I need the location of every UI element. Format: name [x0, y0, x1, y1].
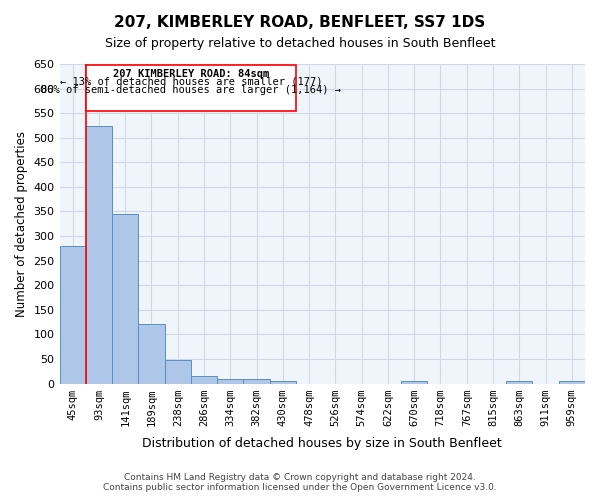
FancyBboxPatch shape [86, 65, 296, 110]
Text: 207 KIMBERLEY ROAD: 84sqm: 207 KIMBERLEY ROAD: 84sqm [113, 69, 269, 79]
Bar [506, 381, 532, 384]
Text: Size of property relative to detached houses in South Benfleet: Size of property relative to detached ho… [105, 38, 495, 51]
Text: Contains HM Land Registry data © Crown copyright and database right 2024.
Contai: Contains HM Land Registry data © Crown c… [103, 473, 497, 492]
Bar [86, 126, 112, 384]
Bar [217, 378, 244, 384]
Bar [164, 360, 191, 384]
Text: 207, KIMBERLEY ROAD, BENFLEET, SS7 1DS: 207, KIMBERLEY ROAD, BENFLEET, SS7 1DS [115, 15, 485, 30]
Bar [59, 246, 86, 384]
Text: 86% of semi-detached houses are larger (1,164) →: 86% of semi-detached houses are larger (… [41, 84, 341, 94]
Bar [244, 379, 270, 384]
Text: ← 13% of detached houses are smaller (177): ← 13% of detached houses are smaller (17… [59, 77, 322, 87]
Bar [559, 381, 585, 384]
Bar [401, 381, 427, 384]
X-axis label: Distribution of detached houses by size in South Benfleet: Distribution of detached houses by size … [142, 437, 502, 450]
Bar [191, 376, 217, 384]
Bar [270, 381, 296, 384]
Bar [139, 324, 164, 384]
Y-axis label: Number of detached properties: Number of detached properties [15, 131, 28, 317]
Bar [112, 214, 139, 384]
